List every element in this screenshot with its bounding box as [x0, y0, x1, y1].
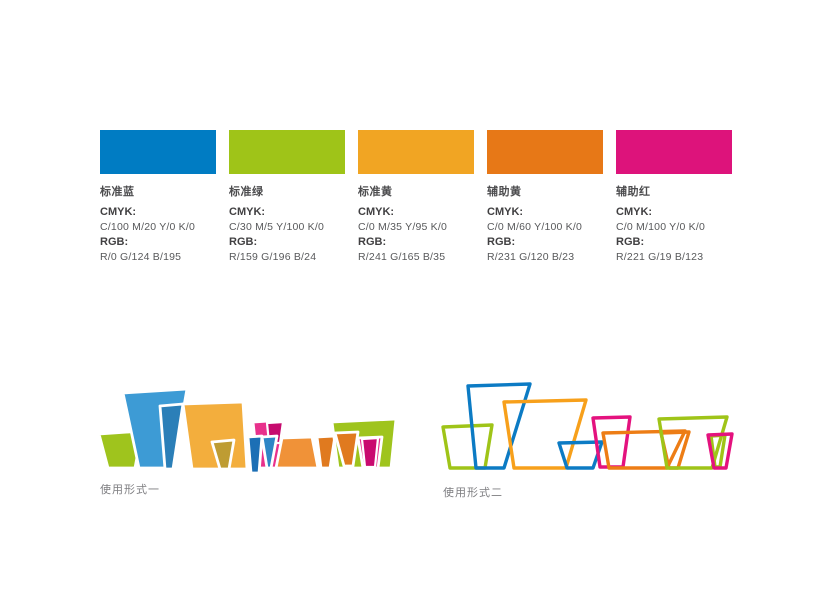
color-swatch-standard-yellow — [358, 130, 474, 174]
shape-orange-cup-big — [181, 400, 249, 471]
cmyk-values: C/0 M/60 Y/100 K/0 — [487, 221, 583, 233]
color-swatch-standard-blue — [100, 130, 216, 174]
swatch-column-standard-green: 标准绿 CMYK: C/30 M/5 Y/100 K/0 RGB: R/159 … — [229, 130, 345, 265]
rgb-values: R/221 G/19 B/123 — [616, 251, 704, 263]
color-swatch-auxiliary-red — [616, 130, 732, 174]
rgb-label: RGB: — [487, 236, 516, 248]
usage-form-two-label: 使用形式二 — [443, 487, 503, 499]
cmyk-label: CMYK: — [229, 206, 266, 218]
logo-usage-form-one-graphic — [97, 387, 398, 475]
cmyk-values: C/0 M/100 Y/0 K/0 — [616, 221, 706, 233]
usage-form-one-label: 使用形式一 — [100, 484, 160, 496]
swatch-name: 辅助红 — [616, 186, 651, 198]
rgb-label: RGB: — [358, 236, 387, 248]
shape-orange-cup-dark — [315, 434, 337, 470]
shape-orange-trapezoid-inverted — [274, 435, 320, 470]
cmyk-label: CMYK: — [358, 206, 395, 218]
cmyk-label: CMYK: — [487, 206, 524, 218]
outline-green-cup-wide — [657, 415, 729, 470]
swatch-column-auxiliary-red: 辅助红 CMYK: C/0 M/100 Y/0 K/0 RGB: R/221 G… — [616, 130, 732, 265]
cmyk-values: C/100 M/20 Y/0 K/0 — [100, 221, 196, 233]
color-spec-block: CMYK: C/30 M/5 Y/100 K/0 RGB: R/159 G/19… — [229, 205, 345, 265]
outline-pink-cup-right — [706, 432, 734, 470]
swatch-name: 标准蓝 — [100, 186, 135, 198]
color-spec-block: CMYK: C/0 M/35 Y/95 K/0 RGB: R/241 G/165… — [358, 205, 474, 265]
shape-blue-v-small — [260, 434, 279, 470]
rgb-values: R/159 G/196 B/24 — [229, 251, 317, 263]
color-swatch-standard-green — [229, 130, 345, 174]
rgb-values: R/231 G/120 B/23 — [487, 251, 575, 263]
rgb-label: RGB: — [616, 236, 645, 248]
rgb-values: R/0 G/124 B/195 — [100, 251, 182, 263]
outline-blue-cup-tall — [466, 382, 532, 470]
logo-usage-form-two-graphic — [441, 382, 734, 470]
color-spec-block: CMYK: C/0 M/100 Y/0 K/0 RGB: R/221 G/19 … — [616, 205, 732, 265]
swatch-name: 标准绿 — [229, 186, 264, 198]
shape-orange-cup-in-green — [333, 430, 360, 468]
rgb-label: RGB: — [229, 236, 258, 248]
cmyk-values: C/0 M/35 Y/95 K/0 — [358, 221, 448, 233]
shape-olive-cup-small — [210, 438, 236, 471]
outline-blue-cup-small — [557, 440, 604, 470]
shape-blue-cup-thin — [158, 402, 185, 471]
rgb-values: R/241 G/165 B/35 — [358, 251, 446, 263]
shape-pink-cup-right-dark — [360, 436, 380, 469]
rgb-label: RGB: — [100, 236, 129, 248]
color-swatch-row: 标准蓝 CMYK: C/100 M/20 Y/0 K/0 RGB: R/0 G/… — [100, 130, 732, 265]
shape-green-cup-left — [97, 429, 144, 470]
cmyk-label: CMYK: — [100, 206, 137, 218]
swatch-column-standard-blue: 标准蓝 CMYK: C/100 M/20 Y/0 K/0 RGB: R/0 G/… — [100, 130, 216, 265]
cmyk-values: C/30 M/5 Y/100 K/0 — [229, 221, 325, 233]
cmyk-label: CMYK: — [616, 206, 653, 218]
swatch-name: 辅助黄 — [487, 186, 522, 198]
shape-blue-cup-small — [246, 434, 264, 475]
color-spec-block: CMYK: C/0 M/60 Y/100 K/0 RGB: R/231 G/12… — [487, 205, 603, 265]
outline-orange-trapezoid-flat — [601, 429, 687, 470]
outline-green-cup-left — [441, 423, 494, 470]
color-swatch-auxiliary-yellow — [487, 130, 603, 174]
swatch-column-standard-yellow: 标准黄 CMYK: C/0 M/35 Y/95 K/0 RGB: R/241 G… — [358, 130, 474, 265]
swatch-column-auxiliary-yellow: 辅助黄 CMYK: C/0 M/60 Y/100 K/0 RGB: R/231 … — [487, 130, 603, 265]
swatch-name: 标准黄 — [358, 186, 393, 198]
color-spec-block: CMYK: C/100 M/20 Y/0 K/0 RGB: R/0 G/124 … — [100, 205, 216, 265]
